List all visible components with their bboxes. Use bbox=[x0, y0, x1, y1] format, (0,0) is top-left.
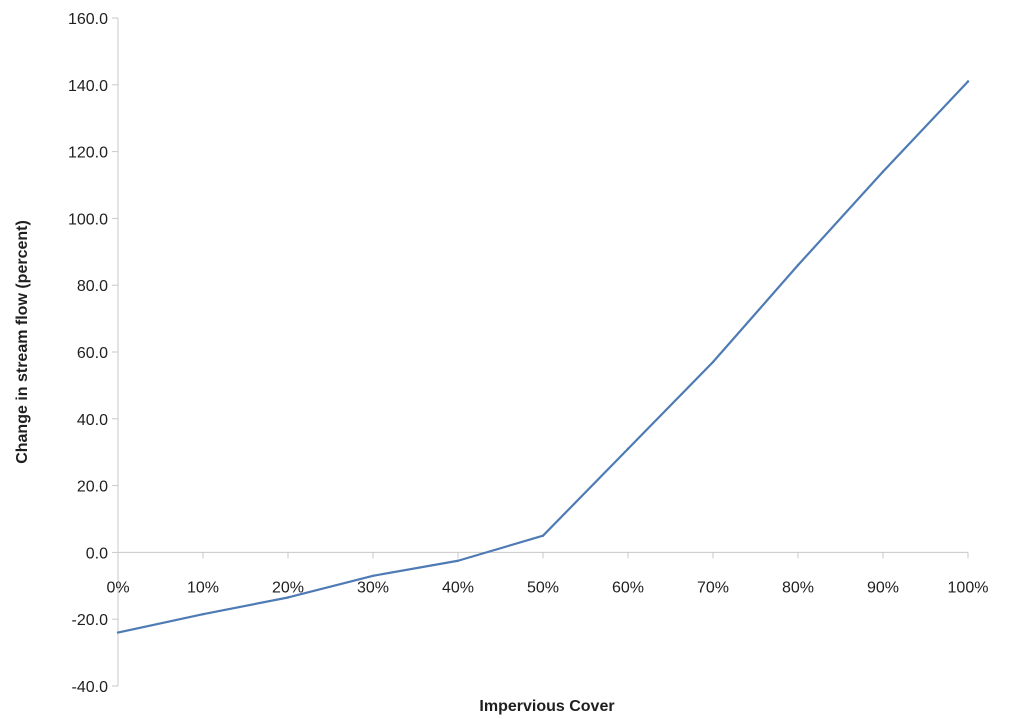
x-axis-title: Impervious Cover bbox=[479, 698, 614, 715]
x-tick-label: 60% bbox=[612, 579, 644, 596]
y-tick-label: 140.0 bbox=[68, 78, 108, 95]
x-tick-label: 50% bbox=[527, 579, 559, 596]
x-tick-label: 40% bbox=[442, 579, 474, 596]
y-tick-label: -20.0 bbox=[72, 612, 109, 629]
data-point bbox=[201, 612, 205, 616]
x-tick-label: 70% bbox=[697, 579, 729, 596]
y-tick-label: 40.0 bbox=[77, 412, 108, 429]
y-tick-label: 160.0 bbox=[68, 11, 108, 28]
data-point bbox=[116, 631, 120, 634]
x-tick-label: 100% bbox=[948, 579, 989, 596]
data-point bbox=[456, 559, 460, 562]
y-tick-label: 20.0 bbox=[77, 479, 108, 496]
y-axis-ticks: -40.0 -20.0 0.0 20.0 40.0 60.0 80.0 100.0 120.0 1… bbox=[68, 11, 118, 696]
data-point bbox=[711, 360, 715, 364]
x-tick-label: 30% bbox=[357, 579, 389, 596]
data-point bbox=[796, 263, 800, 267]
x-tick-label: 90% bbox=[867, 579, 899, 596]
x-tick-label: 0% bbox=[106, 579, 129, 596]
y-tick-label: 120.0 bbox=[68, 145, 108, 162]
x-tick-label: 20% bbox=[272, 579, 304, 596]
series-line bbox=[116, 80, 970, 634]
data-point bbox=[371, 574, 375, 577]
series-group bbox=[116, 80, 970, 634]
x-tick-label: 10% bbox=[187, 579, 219, 596]
y-tick-label: -40.0 bbox=[72, 679, 109, 696]
data-point bbox=[286, 596, 290, 599]
data-point bbox=[541, 534, 545, 537]
y-tick-label: 0.0 bbox=[86, 545, 108, 562]
y-tick-label: 100.0 bbox=[68, 211, 108, 228]
x-tick-label: 80% bbox=[782, 579, 814, 596]
data-point bbox=[966, 80, 970, 83]
x-axis-ticks: 0% 10% 20% 30% 40% 50% 60% 70% 80% 90% 100% bbox=[106, 552, 988, 596]
y-axis-title: Change in stream flow (percent) bbox=[14, 220, 31, 464]
y-tick-label: 80.0 bbox=[77, 278, 108, 295]
data-point bbox=[881, 170, 885, 173]
y-tick-label: 60.0 bbox=[77, 345, 108, 362]
data-point bbox=[626, 447, 630, 451]
